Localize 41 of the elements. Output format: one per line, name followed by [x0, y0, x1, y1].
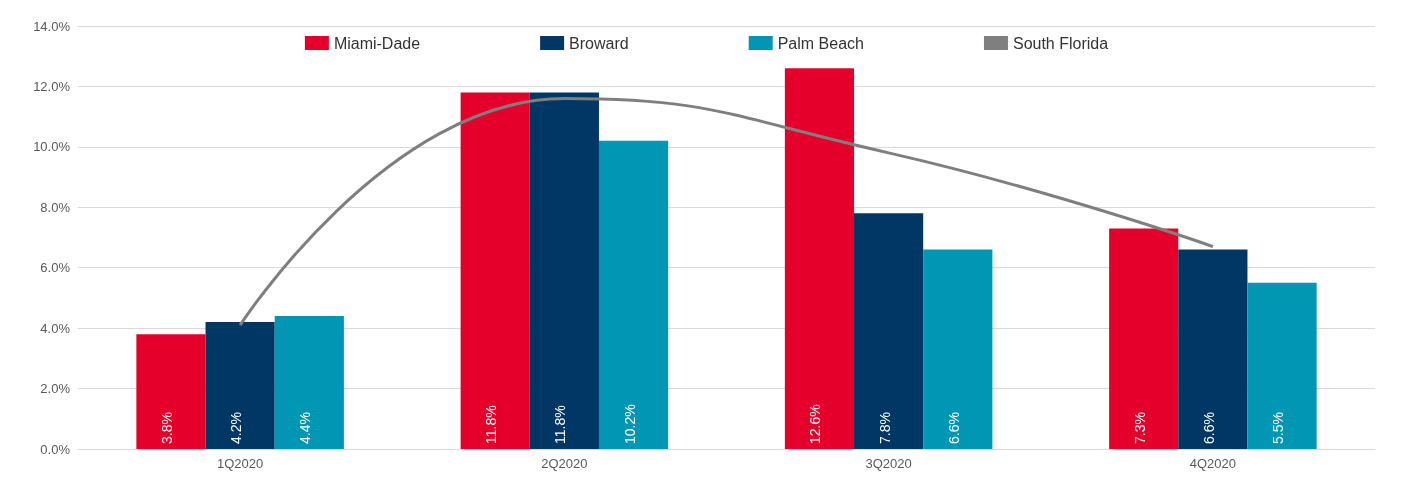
- legend-label: Broward: [569, 34, 629, 52]
- data-label: 6.6%: [945, 412, 962, 444]
- x-tick-label: 4Q2020: [1189, 456, 1237, 471]
- data-label: 12.6%: [807, 404, 824, 444]
- bar: [854, 213, 924, 449]
- y-tick-label: 6.0%: [40, 260, 71, 276]
- data-label: 5.5%: [1270, 412, 1287, 444]
- x-tick-label: 2Q2020: [541, 456, 588, 471]
- y-tick-label: 8.0%: [40, 199, 71, 215]
- data-label: 6.6%: [1200, 412, 1217, 444]
- data-label: 3.8%: [158, 412, 175, 444]
- y-tick-label: 0.0%: [40, 441, 71, 457]
- data-label: 4.2%: [228, 412, 245, 444]
- data-label: 11.8%: [483, 405, 500, 444]
- data-label: 7.3%: [1131, 412, 1148, 444]
- legend-label: South Florida: [1012, 34, 1109, 52]
- data-label: 4.4%: [297, 412, 314, 444]
- y-tick-label: 4.0%: [40, 320, 71, 336]
- x-tick-label: 3Q2020: [865, 456, 912, 471]
- y-tick-label: 14.0%: [33, 18, 71, 34]
- y-tick-label: 2.0%: [40, 381, 71, 397]
- bar: [598, 140, 669, 449]
- data-label: 10.2%: [621, 404, 638, 444]
- line-series: [238, 97, 1215, 327]
- bar: [1247, 282, 1317, 449]
- data-label: 7.8%: [876, 412, 893, 444]
- legend-label: Miami-Dade: [333, 34, 421, 52]
- bar: [205, 322, 275, 449]
- bar: [1109, 228, 1179, 449]
- bar: [274, 316, 344, 449]
- y-tick-label: 10.0%: [33, 139, 71, 155]
- bar: [784, 68, 855, 449]
- x-tick-label: 1Q2020: [216, 456, 264, 471]
- legend-label: Palm Beach: [777, 34, 864, 52]
- bar: [529, 92, 599, 449]
- y-tick-label: 12.0%: [33, 78, 71, 94]
- bar: [923, 249, 993, 449]
- bar: [136, 334, 206, 449]
- data-label: 11.8%: [552, 405, 569, 444]
- bar: [460, 92, 530, 449]
- bar: [1178, 249, 1248, 449]
